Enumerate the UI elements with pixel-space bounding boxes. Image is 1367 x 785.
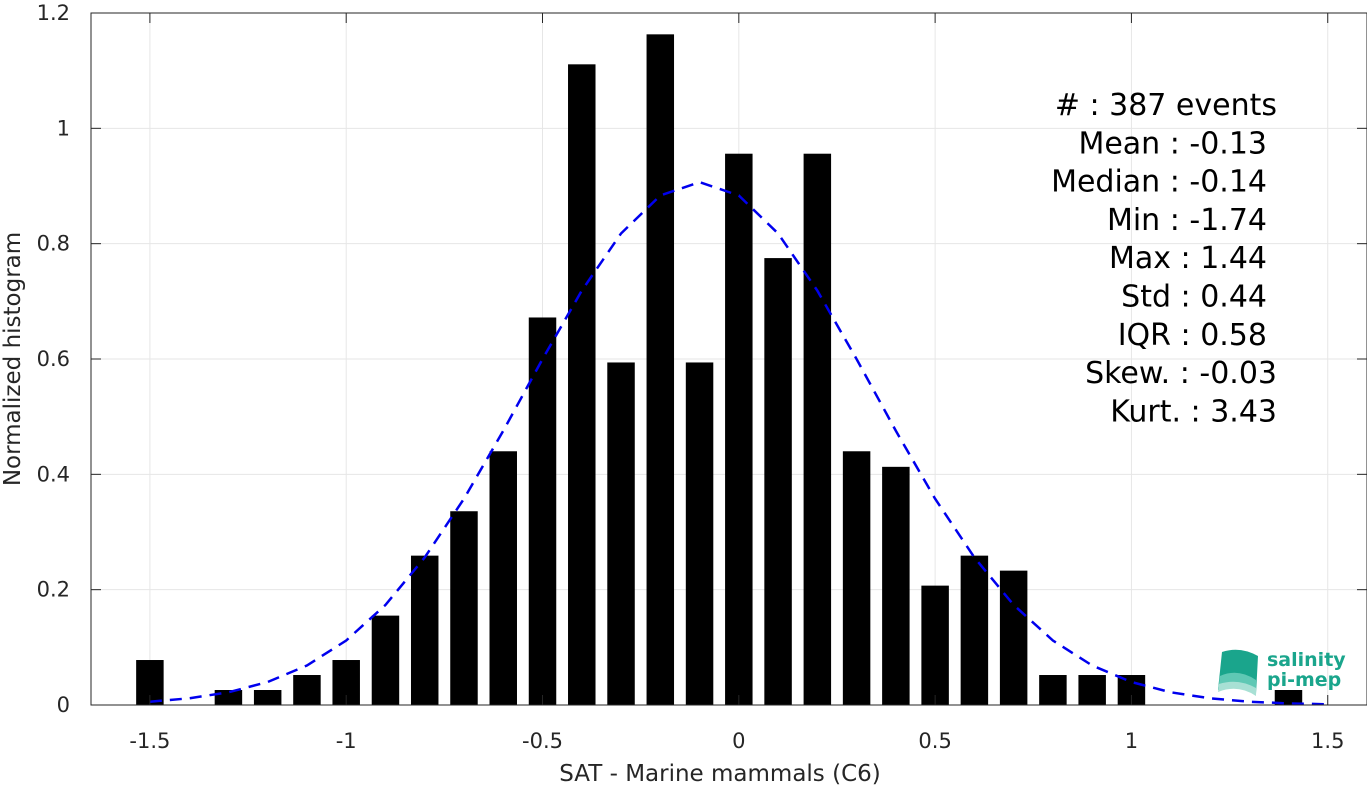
histogram-bar-2 bbox=[253, 690, 282, 705]
stat-line-0: # : 387 events bbox=[1055, 88, 1277, 123]
stat-line-1: Mean : -0.13 bbox=[1078, 126, 1267, 161]
histogram-bar-13 bbox=[685, 362, 714, 705]
logo-waves-icon bbox=[1218, 649, 1258, 696]
logo-line1: salinity bbox=[1267, 649, 1346, 671]
histogram-bar-23 bbox=[1078, 675, 1106, 705]
histogram-bar-11 bbox=[607, 362, 635, 705]
x-tick-label-3: 0 bbox=[732, 729, 745, 753]
histogram-bar-9 bbox=[528, 317, 557, 705]
axes-frame bbox=[90, 12, 1367, 706]
x-tick-labels: -1.5 -1 -0.5 0 0.5 1 1.5 bbox=[129, 729, 1344, 753]
y-tick-label-0: 0 bbox=[57, 693, 70, 717]
histogram-bar-17 bbox=[842, 451, 871, 705]
y-tick-label-5: 1 bbox=[57, 116, 70, 140]
y-tick-label-2: 0.4 bbox=[37, 462, 70, 486]
x-axis-label: SAT - Marine mammals (C6) bbox=[559, 761, 881, 785]
histogram-bar-18 bbox=[882, 466, 910, 705]
histogram-bar-10 bbox=[568, 64, 596, 705]
x-tick-label-4: 0.5 bbox=[918, 729, 951, 753]
stat-line-2: Median : -0.14 bbox=[1051, 165, 1267, 200]
stat-line-8: Kurt. : 3.43 bbox=[1110, 394, 1277, 429]
y-tick-label-1: 0.2 bbox=[37, 578, 70, 602]
stat-line-3: Min : -1.74 bbox=[1107, 203, 1267, 238]
stat-line-6: IQR : 0.58 bbox=[1118, 318, 1267, 353]
normal-fit-line bbox=[149, 180, 1328, 706]
histogram-bar-12 bbox=[646, 34, 675, 705]
histogram-bar-16 bbox=[803, 153, 832, 705]
histogram-bar-1 bbox=[214, 690, 243, 705]
y-tick-labels: 0 0.2 0.4 0.6 0.8 1 1.2 bbox=[37, 1, 70, 717]
y-axis-label: Normalized histogram bbox=[0, 232, 26, 486]
histogram-bar-5 bbox=[371, 615, 400, 705]
histogram-bar-19 bbox=[921, 585, 949, 705]
histogram-bar-20 bbox=[960, 555, 989, 705]
histogram-bar-7 bbox=[450, 511, 478, 705]
x-tick-label-5: 1 bbox=[1125, 729, 1138, 753]
normal-fit-curve bbox=[149, 180, 1328, 706]
x-tick-label-2: -0.5 bbox=[522, 729, 563, 753]
stat-line-4: Max : 1.44 bbox=[1109, 241, 1267, 276]
x-tick-label-6: 1.5 bbox=[1311, 729, 1344, 753]
histogram-bar-15 bbox=[764, 258, 792, 705]
x-tick-label-1: -1 bbox=[336, 729, 357, 753]
histogram-bar-3 bbox=[293, 675, 321, 705]
y-tick-label-3: 0.6 bbox=[37, 347, 70, 371]
histogram-bar-6 bbox=[410, 555, 439, 705]
y-tick-label-6: 1.2 bbox=[37, 1, 70, 25]
logo-line2: pi-mep bbox=[1267, 669, 1341, 691]
histogram-bar-14 bbox=[725, 153, 753, 705]
histogram-bar-22 bbox=[1039, 675, 1067, 705]
histogram-bar-8 bbox=[489, 451, 517, 705]
histogram-bar-25 bbox=[1274, 690, 1303, 705]
y-tick-label-4: 0.8 bbox=[37, 232, 70, 256]
histogram-bar-21 bbox=[999, 570, 1028, 705]
salinity-pi-mep-logo: salinity pi-mep bbox=[1218, 649, 1346, 696]
x-tick-label-0: -1.5 bbox=[129, 729, 170, 753]
stat-line-5: Std : 0.44 bbox=[1121, 280, 1267, 315]
stat-line-7: Skew. : -0.03 bbox=[1085, 356, 1277, 391]
